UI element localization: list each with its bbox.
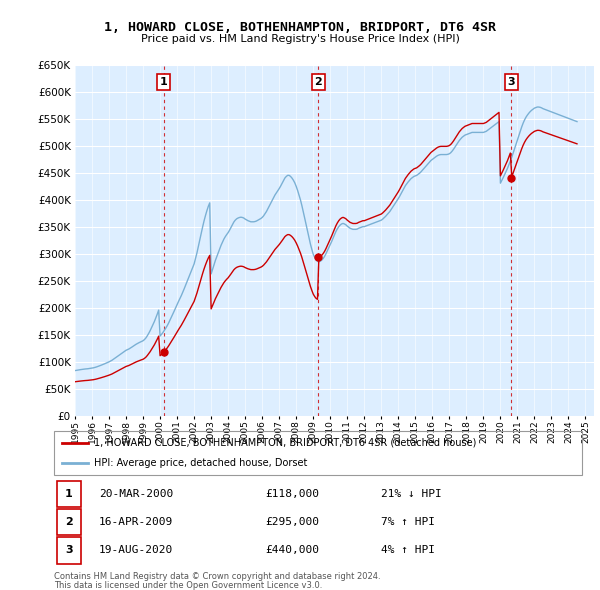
Bar (56, 509, 81, 536)
Text: 21% ↓ HPI: 21% ↓ HPI (382, 489, 442, 499)
Text: This data is licensed under the Open Government Licence v3.0.: This data is licensed under the Open Gov… (54, 581, 322, 590)
Text: 2: 2 (65, 517, 73, 527)
Text: 1: 1 (160, 77, 167, 87)
Text: Contains HM Land Registry data © Crown copyright and database right 2024.: Contains HM Land Registry data © Crown c… (54, 572, 380, 581)
Text: 7% ↑ HPI: 7% ↑ HPI (382, 517, 436, 527)
Text: £295,000: £295,000 (265, 517, 319, 527)
Bar (56, 537, 81, 564)
Text: 19-AUG-2020: 19-AUG-2020 (99, 546, 173, 555)
Text: 3: 3 (508, 77, 515, 87)
Text: £440,000: £440,000 (265, 546, 319, 555)
Text: 20-MAR-2000: 20-MAR-2000 (99, 489, 173, 499)
Text: 1: 1 (65, 489, 73, 499)
Text: 4% ↑ HPI: 4% ↑ HPI (382, 546, 436, 555)
Text: HPI: Average price, detached house, Dorset: HPI: Average price, detached house, Dors… (94, 458, 307, 468)
Text: 1, HOWARD CLOSE, BOTHENHAMPTON, BRIDPORT, DT6 4SR (detached house): 1, HOWARD CLOSE, BOTHENHAMPTON, BRIDPORT… (94, 438, 476, 448)
Bar (56, 480, 81, 507)
Text: £118,000: £118,000 (265, 489, 319, 499)
Text: 2: 2 (314, 77, 322, 87)
Text: 16-APR-2009: 16-APR-2009 (99, 517, 173, 527)
Text: 3: 3 (65, 546, 73, 555)
Text: Price paid vs. HM Land Registry's House Price Index (HPI): Price paid vs. HM Land Registry's House … (140, 34, 460, 44)
Text: 1, HOWARD CLOSE, BOTHENHAMPTON, BRIDPORT, DT6 4SR: 1, HOWARD CLOSE, BOTHENHAMPTON, BRIDPORT… (104, 21, 496, 34)
